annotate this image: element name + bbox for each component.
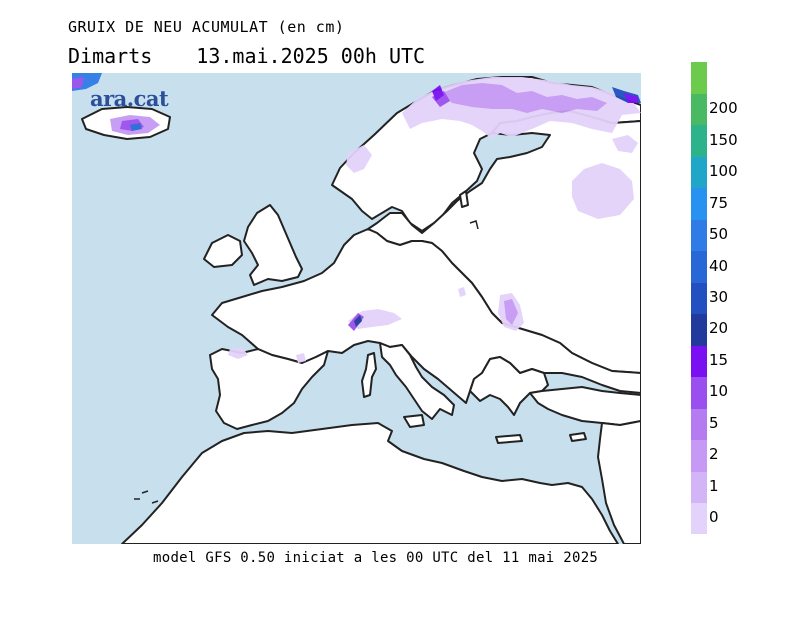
snow-depth-map bbox=[72, 73, 641, 544]
legend-swatch bbox=[691, 345, 707, 378]
land-iberia bbox=[209, 348, 329, 430]
legend-label: 200 bbox=[709, 99, 738, 118]
land-italy bbox=[379, 342, 455, 420]
legend-label: 1 bbox=[709, 476, 719, 495]
legend-label: 10 bbox=[709, 382, 729, 401]
land-corsica-sardinia bbox=[361, 352, 377, 398]
snow-iceland-peak bbox=[130, 123, 142, 131]
legend-swatch bbox=[691, 282, 707, 315]
snow-alps-peak bbox=[354, 315, 362, 327]
land-cyprus bbox=[569, 432, 587, 442]
land-gotland bbox=[459, 190, 469, 208]
snow-carpathians-core bbox=[504, 299, 518, 325]
snow-russia-northwest bbox=[572, 163, 634, 219]
legend-swatch bbox=[691, 219, 707, 252]
snow-balkans-dot bbox=[458, 287, 466, 297]
legend-label: 15 bbox=[709, 350, 729, 369]
land-north-africa bbox=[121, 422, 619, 544]
coast-baltic-islands bbox=[469, 220, 479, 230]
snow-kola bbox=[612, 135, 638, 153]
snow-scandinavia-mid bbox=[442, 83, 607, 113]
legend-swatch bbox=[691, 471, 707, 504]
coast-details bbox=[134, 220, 479, 504]
legend-label: 50 bbox=[709, 225, 729, 244]
legend-swatch bbox=[691, 187, 707, 220]
aracat-logo: ara.cat bbox=[90, 86, 169, 111]
legend-label: 5 bbox=[709, 413, 719, 432]
legend-swatch bbox=[691, 439, 707, 472]
land-great-britain bbox=[243, 204, 303, 286]
land-middle-east bbox=[597, 420, 641, 544]
land-crete bbox=[495, 434, 523, 444]
snow-overlay bbox=[72, 73, 641, 363]
legend-label: 30 bbox=[709, 288, 729, 306]
legend-swatch bbox=[691, 313, 707, 346]
date-row: Dimarts 13.mai.2025 00h UTC bbox=[68, 44, 425, 68]
snow-norway-peak bbox=[432, 85, 444, 101]
land-balkans bbox=[469, 356, 549, 416]
color-legend bbox=[691, 62, 707, 535]
legend-swatch bbox=[691, 376, 707, 409]
legend-swatch bbox=[691, 62, 707, 94]
legend-label: 40 bbox=[709, 256, 729, 275]
model-footer: model GFS 0.50 iniciat a les 00 UTC del … bbox=[153, 550, 599, 566]
snow-pyrenees bbox=[228, 347, 248, 359]
map-title: GRUIX DE NEU ACUMULAT (en cm) bbox=[68, 18, 345, 36]
snow-greenland-edge bbox=[72, 77, 84, 89]
legend-label: 100 bbox=[709, 162, 738, 181]
snow-alps bbox=[348, 309, 402, 329]
legend-label: 2 bbox=[709, 445, 719, 464]
legend-swatch bbox=[691, 156, 707, 189]
legend-swatch bbox=[691, 124, 707, 157]
date-label: 13.mai.2025 00h UTC bbox=[196, 44, 426, 68]
legend-swatch bbox=[691, 408, 707, 441]
coast-canary bbox=[134, 490, 159, 504]
land-central-europe bbox=[211, 228, 641, 404]
legend-label: 20 bbox=[709, 319, 729, 338]
legend-label: 75 bbox=[709, 193, 729, 212]
snow-north-cape-2 bbox=[624, 93, 638, 103]
land-ireland bbox=[203, 234, 243, 268]
day-label: Dimarts bbox=[68, 44, 153, 68]
snow-scandinavia-south bbox=[346, 145, 372, 173]
legend-swatch bbox=[691, 250, 707, 283]
legend-label: 150 bbox=[709, 130, 738, 149]
snow-iberia-dot bbox=[296, 353, 306, 363]
legend-swatch bbox=[691, 502, 707, 535]
land-turkey bbox=[529, 386, 641, 426]
legend-swatch bbox=[691, 93, 707, 126]
land-sicily bbox=[403, 414, 425, 428]
legend-label: 0 bbox=[709, 508, 719, 527]
